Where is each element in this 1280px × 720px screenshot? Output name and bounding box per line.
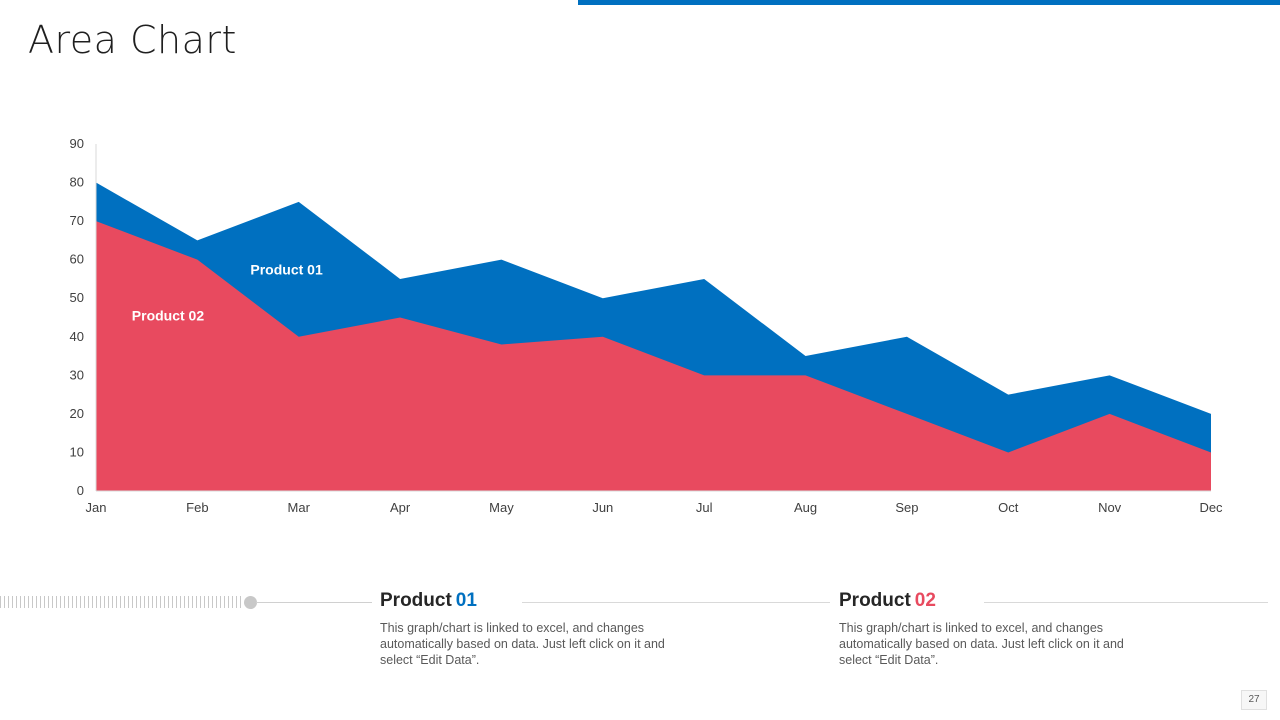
x-tick-label-jul: Jul bbox=[696, 500, 713, 515]
legend-product-02-number: 02 bbox=[914, 590, 936, 611]
legend-divider-1 bbox=[522, 602, 830, 603]
y-tick-label-50: 50 bbox=[70, 290, 84, 305]
legend-product-01: Product 01 This graph/chart is linked to… bbox=[380, 590, 670, 668]
x-tick-label-nov: Nov bbox=[1098, 500, 1122, 515]
legend-product-01-description: This graph/chart is linked to excel, and… bbox=[380, 621, 665, 667]
y-tick-label-70: 70 bbox=[70, 213, 84, 228]
y-tick-label-90: 90 bbox=[70, 136, 84, 151]
x-tick-label-aug: Aug bbox=[794, 500, 817, 515]
legend-product-02: Product 02 This graph/chart is linked to… bbox=[839, 590, 1129, 668]
y-tick-label-30: 30 bbox=[70, 367, 84, 382]
x-tick-label-apr: Apr bbox=[390, 500, 411, 515]
timeline-dashes bbox=[0, 596, 244, 608]
area-chart[interactable]: 0 10 20 30 40 50 60 70 80 90 Jan Feb Mar Apr May Jun Jul… bbox=[0, 0, 1280, 560]
timeline-line bbox=[256, 602, 372, 603]
y-tick-label-80: 80 bbox=[70, 175, 84, 190]
x-tick-label-oct: Oct bbox=[998, 500, 1019, 515]
x-tick-label-may: May bbox=[489, 500, 514, 515]
x-tick-label-jan: Jan bbox=[86, 500, 107, 515]
x-tick-label-dec: Dec bbox=[1199, 500, 1223, 515]
x-tick-label-sep: Sep bbox=[895, 500, 918, 515]
legend-product-02-description: This graph/chart is linked to excel, and… bbox=[839, 621, 1124, 667]
timeline-knob bbox=[244, 596, 257, 609]
y-tick-label-60: 60 bbox=[70, 252, 84, 267]
page-title: Area Chart bbox=[28, 18, 237, 62]
y-tick-label-40: 40 bbox=[70, 329, 84, 344]
y-tick-label-0: 0 bbox=[77, 483, 84, 498]
legend-product-01-number: 01 bbox=[455, 590, 477, 611]
area-product-02[interactable] bbox=[96, 221, 1211, 491]
legend-product-01-word: Product bbox=[380, 590, 452, 611]
y-tick-label-20: 20 bbox=[70, 406, 84, 421]
x-tick-label-mar: Mar bbox=[288, 500, 311, 515]
series-label-product-02: Product 02 bbox=[132, 308, 205, 324]
series-label-product-01: Product 01 bbox=[250, 261, 323, 277]
top-accent-bar bbox=[578, 0, 1280, 5]
legend-product-02-word: Product bbox=[839, 590, 911, 611]
x-tick-label-feb: Feb bbox=[186, 500, 208, 515]
legend-divider-2 bbox=[984, 602, 1268, 603]
y-tick-label-10: 10 bbox=[70, 444, 84, 459]
x-tick-label-jun: Jun bbox=[592, 500, 613, 515]
page-number: 27 bbox=[1241, 690, 1267, 710]
